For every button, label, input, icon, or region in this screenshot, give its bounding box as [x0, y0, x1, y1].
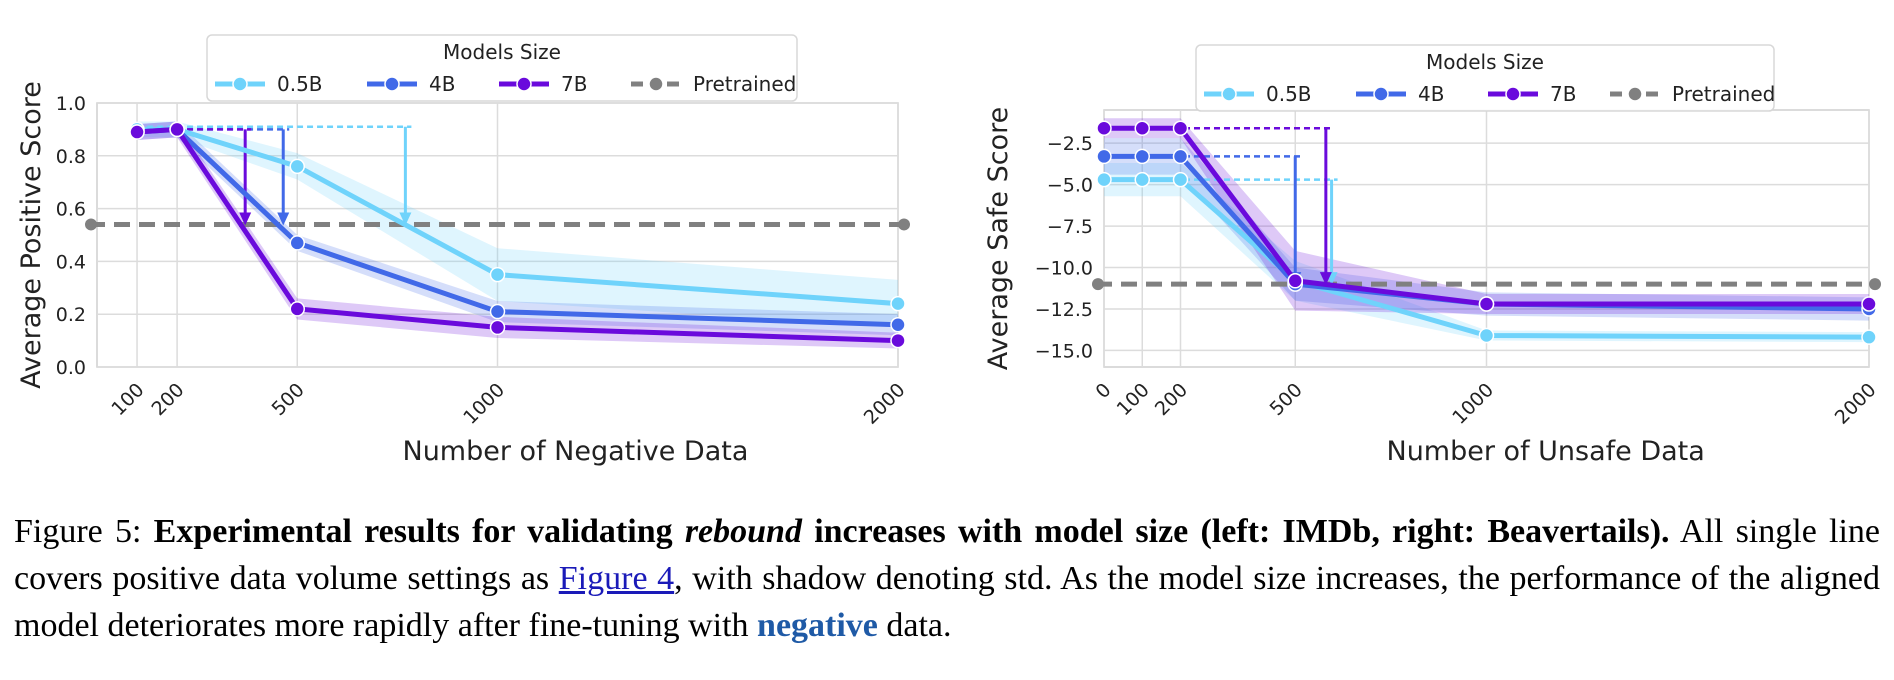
x-tick-label-2000: 2000	[860, 379, 910, 429]
y-axis-label: Average Positive Score	[16, 81, 47, 389]
x-tick-label-500: 500	[268, 379, 309, 420]
point-7b-500	[289, 301, 305, 317]
std-band-4b	[137, 121, 899, 336]
point-0-5b-0	[1096, 171, 1112, 188]
x-axis-label: Number of Unsafe Data	[1387, 436, 1705, 467]
legend-marker-0-5b	[232, 76, 248, 92]
point-7b-200	[1172, 120, 1189, 136]
y-axis-label: Average Safe Score	[983, 107, 1014, 370]
caption-text3: data.	[886, 607, 952, 644]
caption-label: Figure 5:	[14, 513, 142, 550]
x-tick-label-200: 200	[1151, 379, 1192, 420]
std-band-0-5b	[137, 121, 899, 328]
legend-label-pretrained: Pretrained	[1672, 82, 1775, 106]
legend-marker-4b	[1373, 86, 1389, 102]
legend-label-4b: 4B	[429, 72, 455, 96]
point-4b-2000	[890, 317, 906, 333]
legend-label-4b: 4B	[1418, 82, 1444, 106]
x-tick-label-2000: 2000	[1831, 379, 1881, 429]
legend-title: Models Size	[443, 40, 561, 64]
point-7b-200	[169, 121, 185, 138]
y-tick-label-12-5: −12.5	[1035, 299, 1093, 321]
pretrained-marker-left	[1092, 278, 1104, 291]
x-tick-label-200: 200	[147, 379, 188, 420]
x-tick-label-1000: 1000	[1448, 379, 1498, 429]
legend-marker-pretrained	[1627, 86, 1643, 102]
point-7b-0	[1096, 120, 1112, 136]
y-tick-label-10-0: −10.0	[1035, 258, 1093, 280]
legend-label-0-5b: 0.5B	[277, 72, 323, 96]
caption-highlight: negative	[757, 607, 878, 644]
point-0-5b-100	[1134, 171, 1150, 188]
x-tick-label-0: 0	[1091, 379, 1115, 403]
point-7b-2000	[890, 332, 906, 349]
point-0-5b-1000	[489, 266, 506, 283]
y-tick-label-0-4: 0.4	[56, 251, 86, 273]
legend: Models Size 0.5B 4B 7B Pretrained	[1195, 44, 1775, 112]
point-7b-100	[1134, 120, 1150, 136]
pretrained-marker-right	[1869, 278, 1881, 291]
caption-bold-italic: rebound	[684, 513, 802, 550]
point-0-5b-1000	[1478, 327, 1495, 344]
y-tick-label-1-0: 1.0	[56, 93, 86, 115]
y-tick-label-2-5: −2.5	[1047, 133, 1093, 155]
point-0-5b-2000	[890, 295, 906, 312]
legend-marker-7b	[1505, 86, 1521, 102]
point-4b-500	[289, 235, 305, 251]
legend-label-7b: 7B	[561, 72, 587, 96]
std-band-0-5b	[1104, 163, 1869, 343]
point-7b-1000	[1478, 296, 1495, 312]
figure-caption: Figure 5: Experimental results for valid…	[14, 508, 1880, 649]
caption-text1: All single line covers positive data vol…	[14, 513, 1880, 597]
y-tick-label-0-2: 0.2	[56, 304, 86, 326]
point-7b-500	[1287, 273, 1303, 289]
legend: Models Size 0.5B 4B 7B Pretrained	[206, 34, 798, 102]
legend-marker-0-5b	[1221, 86, 1237, 102]
point-4b-100	[1134, 148, 1150, 165]
y-tick-label-15-0: −15.0	[1035, 340, 1093, 362]
y-tick-label-0-8: 0.8	[56, 146, 86, 168]
legend-marker-7b	[516, 76, 532, 92]
x-tick-label-1000: 1000	[459, 379, 509, 429]
point-0-5b-500	[289, 158, 305, 175]
point-0-5b-200	[1172, 171, 1189, 188]
legend-marker-pretrained	[648, 76, 664, 92]
point-4b-0	[1096, 148, 1112, 165]
legend-label-7b: 7B	[1550, 82, 1576, 106]
y-tick-label-0-0: 0.0	[56, 357, 86, 379]
point-0-5b-2000	[1861, 329, 1877, 345]
rebound-arrowhead-4b	[277, 212, 290, 226]
pretrained-marker-right	[898, 218, 910, 231]
x-tick-label-500: 500	[1266, 379, 1307, 420]
x-tick-label-100: 100	[107, 379, 148, 420]
rebound-arrowhead-0-5b	[399, 212, 412, 226]
legend-label-pretrained: Pretrained	[693, 72, 796, 96]
point-7b-1000	[489, 319, 506, 336]
y-tick-label-5-0: −5.0	[1047, 175, 1093, 197]
rebound-arrowhead-7b	[239, 212, 252, 226]
x-axis-label: Number of Negative Data	[403, 436, 749, 467]
caption-bold-part2: increases with model size (left: IMDb, r…	[814, 513, 1670, 550]
y-tick-label-0-6: 0.6	[56, 199, 86, 221]
point-7b-100	[129, 124, 145, 140]
point-7b-2000	[1861, 296, 1877, 312]
y-tick-label-7-5: −7.5	[1047, 216, 1093, 238]
caption-bold-part1: Experimental results for validating	[153, 513, 673, 550]
pretrained-marker-left	[85, 218, 97, 231]
x-tick-label-100: 100	[1113, 379, 1154, 420]
point-4b-200	[1172, 148, 1189, 165]
legend-marker-4b	[384, 76, 400, 92]
legend-label-0-5b: 0.5B	[1266, 82, 1312, 106]
caption-text2: , with shadow denoting std. As the model…	[14, 560, 1880, 644]
figure-4-link[interactable]: Figure 4	[558, 560, 675, 597]
rebound-arrowhead-7b	[1319, 272, 1332, 286]
point-4b-1000	[489, 303, 506, 320]
legend-title: Models Size	[1426, 50, 1544, 74]
